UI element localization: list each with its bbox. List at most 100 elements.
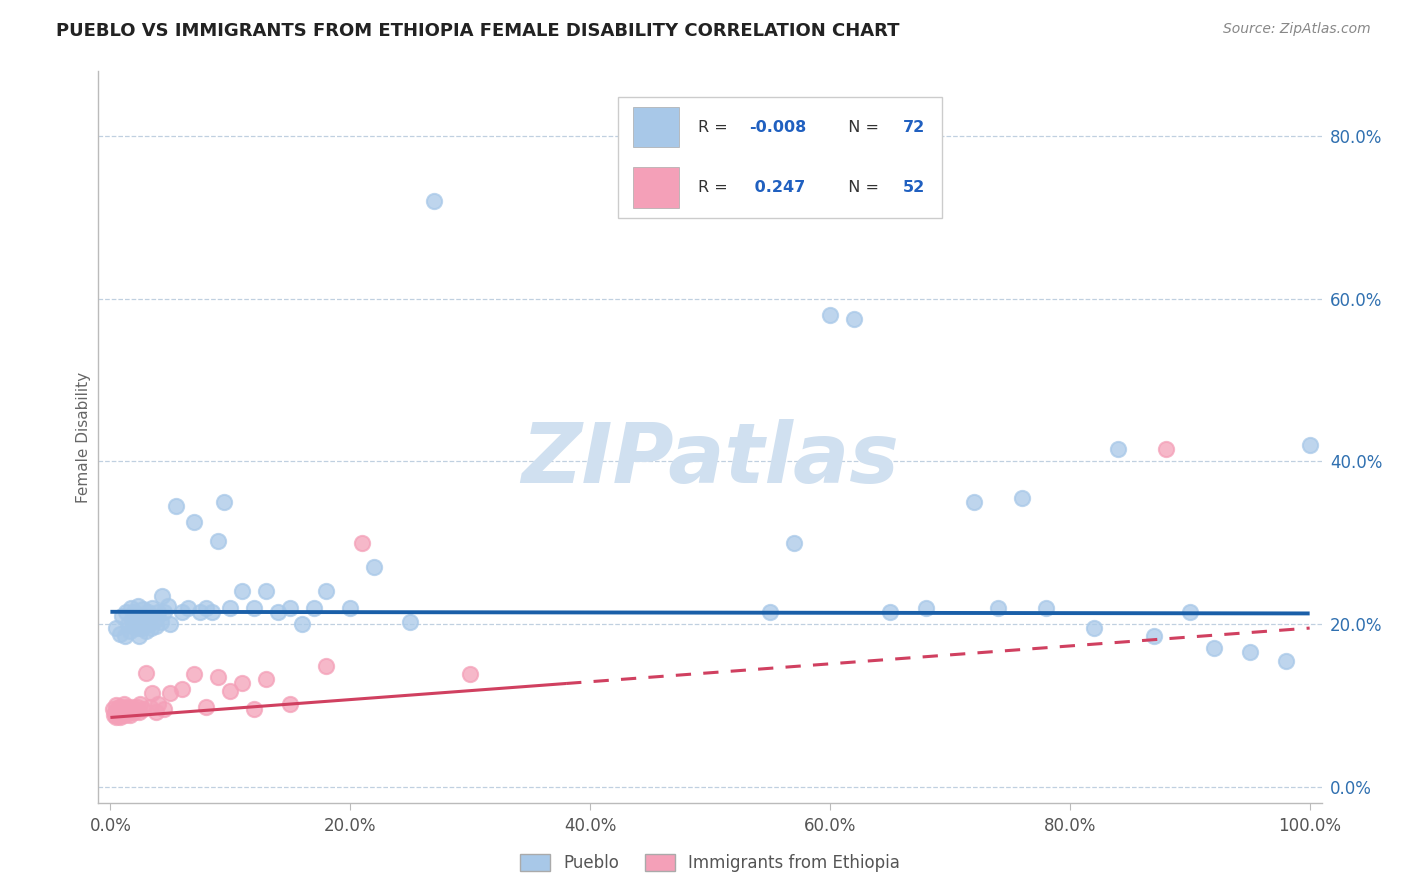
Point [148, 605, 170, 619]
Point [1143, 629, 1166, 643]
Point [150, 589, 173, 603]
Point [352, 535, 374, 549]
Point [125, 621, 148, 635]
Point [339, 600, 361, 615]
Point [1154, 442, 1177, 457]
Point [120, 705, 142, 719]
Point [195, 699, 218, 714]
Point [783, 535, 806, 549]
Point [124, 705, 146, 719]
Point [304, 600, 326, 615]
Point [118, 624, 141, 638]
Point [267, 605, 290, 619]
Point [141, 621, 163, 635]
Text: ZIPatlas: ZIPatlas [522, 418, 898, 500]
Point [112, 697, 135, 711]
Text: N =: N = [838, 120, 884, 135]
Point [108, 705, 131, 719]
Text: R =: R = [697, 180, 733, 195]
Point [112, 705, 135, 719]
Point [159, 686, 181, 700]
Point [165, 499, 187, 513]
Point [278, 600, 301, 615]
Point [111, 608, 134, 623]
Point [115, 605, 138, 619]
Point [120, 600, 142, 615]
Point [107, 708, 129, 723]
Point [214, 495, 236, 509]
Point [114, 702, 136, 716]
Point [145, 705, 167, 719]
Point [1202, 641, 1225, 656]
Text: N =: N = [838, 180, 884, 195]
Point [159, 617, 181, 632]
Point [201, 605, 224, 619]
Point [121, 699, 143, 714]
Point [399, 615, 422, 630]
Point [818, 308, 841, 322]
Point [879, 605, 901, 619]
Point [1035, 600, 1057, 615]
Point [135, 624, 157, 638]
Point [231, 584, 253, 599]
Point [315, 584, 337, 599]
Point [363, 560, 385, 574]
Point [139, 699, 162, 714]
Point [141, 600, 163, 615]
Point [141, 686, 163, 700]
Point [148, 697, 170, 711]
Point [1083, 621, 1105, 635]
Text: Source: ZipAtlas.com: Source: ZipAtlas.com [1223, 22, 1371, 37]
Bar [633, 168, 679, 208]
Point [101, 702, 124, 716]
Point [183, 516, 205, 530]
Point [117, 702, 139, 716]
Point [143, 613, 166, 627]
Point [118, 708, 141, 723]
Point [127, 599, 149, 614]
Point [111, 708, 134, 723]
Point [183, 667, 205, 681]
Text: 52: 52 [903, 180, 925, 195]
Point [138, 617, 160, 632]
Point [110, 705, 132, 719]
Point [105, 710, 128, 724]
Point [124, 615, 146, 630]
Text: -0.008: -0.008 [749, 120, 807, 135]
Point [207, 534, 229, 549]
Point [115, 699, 138, 714]
Point [1178, 605, 1201, 619]
Point [278, 697, 301, 711]
Point [149, 615, 172, 630]
Point [243, 702, 266, 716]
Point [207, 670, 229, 684]
Point [135, 665, 157, 680]
Point [219, 683, 242, 698]
Point [108, 699, 131, 714]
Point [1298, 438, 1320, 452]
Point [128, 705, 150, 719]
Point [132, 702, 155, 716]
Point [114, 629, 136, 643]
FancyBboxPatch shape [619, 97, 942, 218]
Point [963, 495, 986, 509]
Point [254, 584, 277, 599]
Point [153, 605, 176, 619]
Text: 0.247: 0.247 [749, 180, 806, 195]
Point [145, 618, 167, 632]
Point [132, 613, 155, 627]
Point [121, 613, 143, 627]
Point [987, 600, 1010, 615]
Point [129, 608, 152, 623]
Bar [633, 107, 679, 147]
Point [1011, 491, 1033, 505]
Point [219, 600, 242, 615]
Point [108, 626, 131, 640]
Point [128, 629, 150, 643]
Point [291, 617, 314, 632]
Point [915, 600, 938, 615]
Point [111, 702, 134, 716]
Point [114, 708, 136, 723]
Point [108, 706, 131, 721]
Legend: Pueblo, Immigrants from Ethiopia: Pueblo, Immigrants from Ethiopia [513, 847, 907, 879]
